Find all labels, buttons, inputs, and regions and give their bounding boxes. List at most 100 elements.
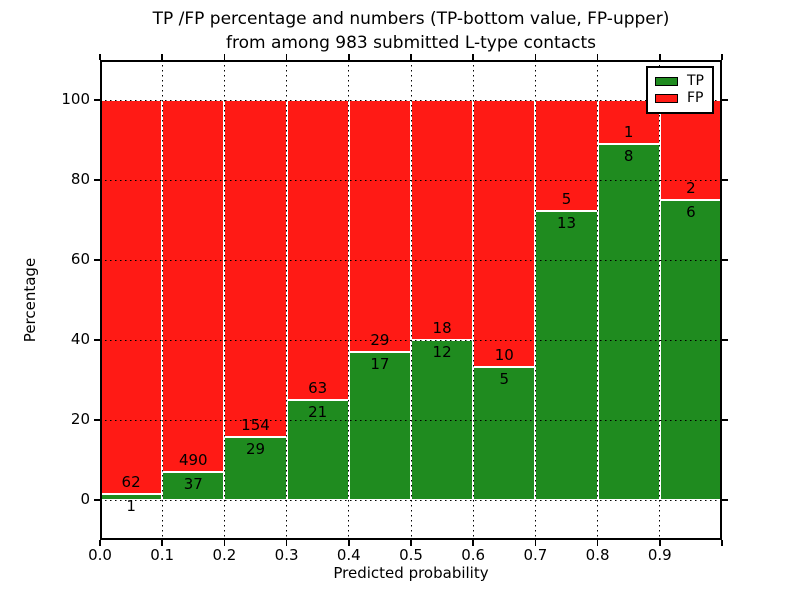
x-tick [659, 540, 661, 546]
bar-tp-segment [348, 352, 411, 500]
bar-tp-segment [535, 211, 598, 500]
fp-count-label: 63 [308, 379, 328, 397]
y-tick [94, 499, 100, 501]
x-tick [596, 540, 599, 546]
legend-label-tp: TP [687, 73, 704, 89]
bar-tp-segment [286, 400, 349, 500]
x-tick-label: 0.0 [88, 546, 112, 564]
bar-fp-segment [100, 100, 163, 494]
bar-fp-segment [473, 100, 536, 367]
x-tick-top [472, 54, 474, 60]
fp-count-label: 10 [494, 345, 514, 364]
bar-tp-segment [162, 471, 225, 500]
y-tick-right [722, 99, 728, 101]
v-gridline [410, 60, 412, 540]
v-gridline [472, 60, 474, 540]
tp-count-label: 12 [432, 343, 452, 361]
fp-count-label: 490 [178, 450, 208, 469]
x-tick-top [596, 54, 599, 60]
y-axis-label: Percentage [21, 257, 39, 343]
bar-tp-segment [659, 200, 722, 500]
y-tick [94, 179, 100, 181]
fp-count-label: 18 [432, 319, 452, 337]
x-tick-label: 0.2 [212, 546, 237, 564]
x-tick-top [721, 54, 723, 60]
x-tick-label: 0.4 [336, 546, 361, 564]
y-tick-label: 0 [80, 490, 90, 508]
h-gridline [100, 259, 722, 261]
bar-fp-segment [162, 100, 225, 472]
plot-area: 62 1 490 37 154 29 63 21 29 17 18 12 10 5 5 13 1 8 2 6 0.0 0.… [61, 54, 728, 564]
h-gridline [100, 419, 722, 421]
fp-color-swatch [655, 94, 678, 103]
x-tick-top [410, 54, 412, 60]
x-tick [472, 540, 474, 546]
y-tick-label: 20 [70, 410, 90, 428]
x-tick [161, 540, 163, 546]
h-gridline [100, 179, 722, 181]
y-tick [94, 99, 100, 101]
x-tick-label: 0.6 [461, 546, 486, 564]
x-tick [348, 540, 350, 546]
tp-count-label: 8 [623, 147, 634, 166]
x-tick [534, 540, 537, 546]
x-tick-label: 0.5 [399, 546, 423, 564]
tp-count-label: 5 [499, 369, 510, 388]
fp-count-label: 29 [370, 331, 390, 350]
bar-tp-segment [597, 144, 660, 500]
fp-count-label: 154 [241, 415, 270, 434]
x-tick-top [348, 54, 350, 60]
y-tick [94, 419, 100, 421]
y-tick-label: 100 [61, 90, 90, 108]
legend: TP FP [646, 66, 714, 114]
y-tick-label: 40 [70, 330, 90, 348]
x-tick-label: 0.3 [274, 546, 299, 564]
legend-item-tp: TP [648, 73, 712, 90]
h-gridline [100, 499, 722, 501]
tp-count-label: 13 [556, 214, 577, 233]
y-tick-right [722, 419, 728, 421]
tp-count-label: 17 [370, 355, 390, 374]
x-tick-label: 0.9 [647, 546, 672, 564]
x-tick [99, 540, 101, 546]
h-gridline [100, 339, 722, 341]
fp-count-label: 62 [121, 472, 141, 491]
h-gridline [100, 99, 722, 101]
bar-tp-segment [473, 366, 536, 500]
tp-count-label: 21 [308, 403, 328, 421]
fp-count-label: 2 [686, 179, 696, 197]
bar-tp-segment [224, 436, 287, 500]
legend-item-fp: FP [648, 90, 712, 107]
bar-fp-segment [659, 100, 722, 200]
x-tick-top [223, 54, 226, 60]
fp-count-label: 1 [623, 123, 634, 142]
bar-fp-segment [224, 100, 287, 437]
bar-fp-segment [286, 100, 349, 400]
x-tick-top [161, 54, 163, 60]
bar-fp-segment [535, 100, 598, 212]
y-tick-right [722, 499, 728, 501]
v-gridline [286, 60, 288, 540]
y-tick [94, 339, 100, 341]
bar-fp-segment [348, 100, 411, 353]
x-tick-top [99, 54, 101, 60]
tp-count-label: 29 [245, 439, 266, 458]
x-tick-label: 0.1 [150, 546, 175, 564]
v-gridline [161, 60, 163, 540]
x-tick [721, 540, 723, 546]
tp-count-label: 37 [183, 474, 203, 493]
x-tick-top [659, 54, 661, 60]
x-tick-label: 0.7 [523, 546, 548, 564]
y-tick-right [722, 179, 728, 181]
tp-color-swatch [655, 77, 678, 86]
chart-title: TP /FP percentage and numbers (TP-bottom… [100, 7, 722, 55]
x-tick [223, 540, 226, 546]
y-tick-right [722, 339, 728, 341]
x-tick [285, 540, 288, 546]
chart-title-line1: TP /FP percentage and numbers (TP-bottom… [152, 9, 670, 29]
y-tick-label: 80 [70, 170, 90, 188]
fp-count-label: 5 [561, 190, 572, 209]
v-gridline [597, 60, 599, 540]
x-tick-top [534, 54, 537, 60]
